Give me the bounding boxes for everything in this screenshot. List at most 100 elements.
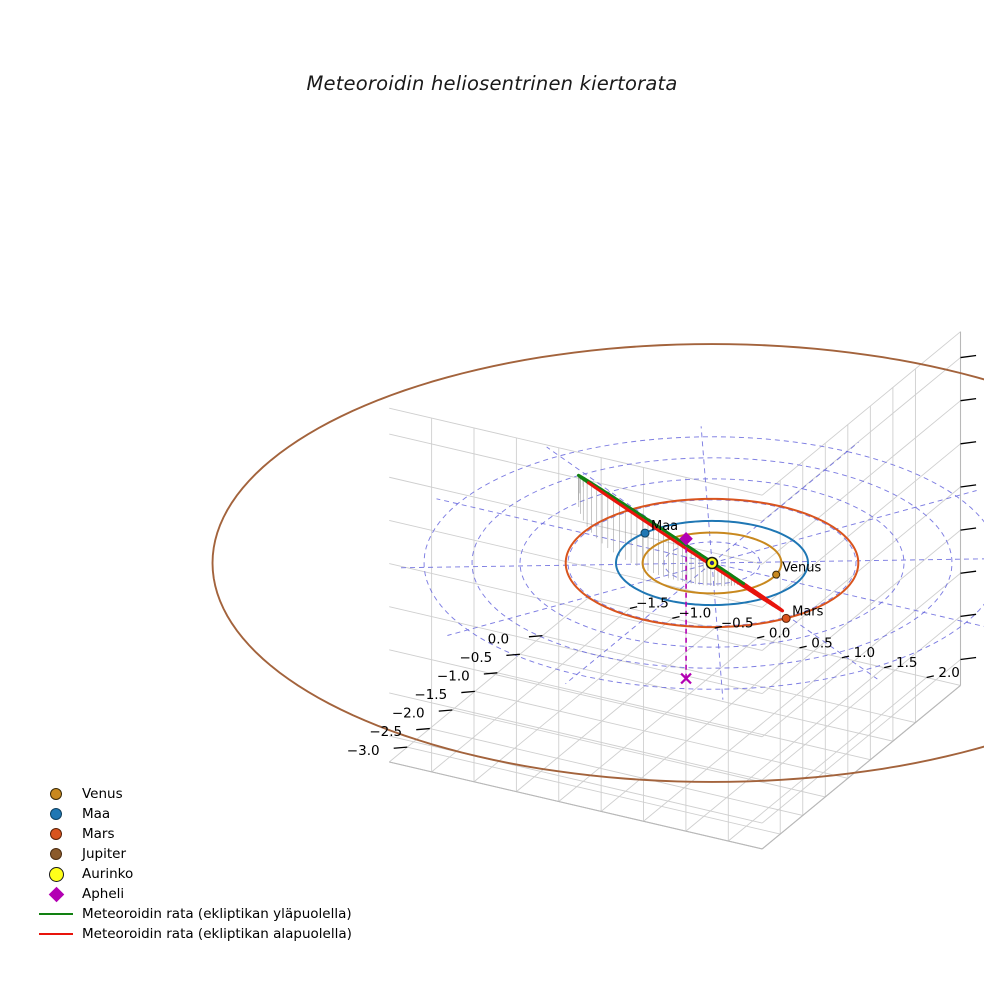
y-tick [629, 606, 638, 610]
marker-mars [781, 613, 791, 623]
polar-spoke [711, 562, 984, 627]
z-tick [960, 484, 977, 488]
y-tick-label: −1.5 [636, 596, 669, 612]
grid-line-xz [761, 443, 961, 608]
x-tick-label: −1.0 [437, 668, 470, 684]
legend-line-swatch [39, 932, 73, 936]
grid-line-yz [389, 606, 763, 695]
grid-line-xz [761, 572, 961, 738]
grid-line-xz [761, 659, 961, 824]
grid-line-floor [407, 746, 781, 835]
legend-label: Mars [82, 826, 115, 842]
z-tick [960, 441, 977, 445]
legend-label: Meteoroidin rata (ekliptikan yläpuolella… [82, 906, 352, 922]
polar-spoke [711, 441, 859, 564]
y-tick-label: 2.0 [938, 665, 959, 681]
circle-marker-icon [50, 848, 62, 860]
grid-line-floor [685, 667, 885, 832]
legend-label: Jupiter [82, 846, 127, 862]
y-tick-label: −1.0 [678, 606, 711, 622]
legend-line-key [30, 932, 82, 936]
x-tick-label: −0.5 [459, 650, 492, 666]
z-tick [960, 656, 977, 661]
polar-spoke [546, 446, 713, 564]
grid-line-yz [389, 476, 763, 565]
x-tick-label: 0.0 [488, 631, 509, 647]
legend-item[interactable]: Meteoroidin rata (ekliptikan alapuolella… [30, 924, 352, 944]
grid-line-floor [388, 598, 588, 763]
grid-line-yz [389, 692, 763, 781]
polar-spoke [565, 562, 713, 685]
legend-marker-key [30, 866, 82, 882]
y-tick [884, 665, 892, 669]
legend-item[interactable]: Maa [30, 804, 352, 824]
circle-marker-icon [50, 828, 62, 840]
legend-label: Apheli [82, 886, 125, 902]
x-tick [528, 635, 543, 638]
axis-spine-y [389, 761, 763, 850]
z-tick [960, 570, 977, 574]
body-label-venus: Venus [782, 561, 821, 576]
marker-venus [772, 570, 781, 579]
grid-line-floor [542, 635, 916, 724]
y-tick-label: 1.5 [896, 655, 917, 671]
polar-ring [423, 436, 984, 690]
grid-line-floor [587, 598, 961, 686]
grid-line-xz [761, 400, 961, 565]
legend-item[interactable]: Jupiter [30, 844, 352, 864]
grid-line-yz [389, 433, 763, 522]
grid-line-yz [389, 407, 763, 496]
sun-core [709, 560, 715, 566]
grid-line-floor [431, 608, 631, 773]
legend-marker-key [30, 848, 82, 860]
polar-spoke [400, 562, 713, 569]
aphelion-projection-x-icon [680, 672, 692, 685]
polar-spoke [700, 426, 713, 564]
polar-spoke [711, 558, 984, 564]
grid-line-floor [497, 672, 871, 761]
legend-marker-key [30, 788, 82, 800]
y-tick-label: 0.0 [769, 625, 790, 641]
legend-label: Maa [82, 806, 111, 822]
x-tick [461, 690, 475, 694]
grid-line-floor [473, 617, 673, 783]
y-tick [714, 625, 723, 629]
legend-item[interactable]: Mars [30, 824, 352, 844]
grid-line-floor [728, 677, 927, 842]
x-tick [506, 653, 520, 657]
grid-line-xz [761, 529, 961, 694]
x-tick [416, 727, 430, 731]
grid-line-floor [600, 647, 800, 812]
diamond-marker-icon [48, 886, 64, 902]
legend-item[interactable]: Apheli [30, 884, 352, 904]
grid-line-floor [643, 657, 843, 822]
y-tick-label: −0.5 [721, 615, 754, 631]
z-tick [960, 613, 977, 618]
circle-marker-icon [50, 788, 62, 800]
grid-line-floor [519, 653, 894, 742]
polar-spoke [711, 490, 977, 564]
orbit-mars [564, 497, 860, 629]
polar-spoke [436, 498, 713, 564]
legend-marker-key [30, 808, 82, 820]
y-tick-label: 1.0 [854, 645, 875, 661]
polar-spoke [711, 562, 878, 680]
body-label-mars: Mars [792, 604, 824, 619]
legend-item[interactable]: Meteoroidin rata (ekliptikan yläpuolella… [30, 904, 352, 924]
legend-item[interactable]: Aurinko [30, 864, 352, 884]
x-tick [483, 672, 498, 675]
z-tick [960, 397, 977, 402]
polar-ring [519, 478, 905, 648]
meteoroid-orbit-above [729, 573, 746, 586]
marker-apheli [679, 531, 693, 546]
y-tick [756, 635, 765, 639]
legend-item[interactable]: Venus [30, 784, 352, 804]
circle-marker-icon [48, 866, 64, 882]
x-tick [393, 746, 408, 749]
x-tick-label: −1.5 [414, 687, 447, 703]
x-tick-label: −2.5 [369, 724, 402, 740]
legend: Venus Maa Mars Jupiter Aurinko Apheli Meteoroi… [30, 784, 352, 944]
grid-line-yz [389, 649, 763, 738]
legend-label: Venus [82, 786, 123, 802]
